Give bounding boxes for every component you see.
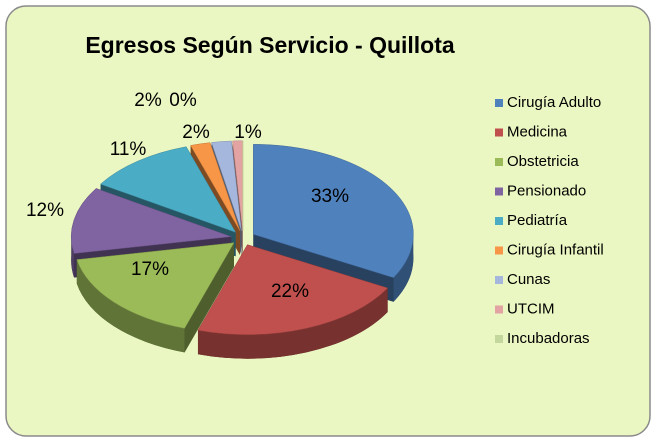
legend-swatch bbox=[495, 99, 503, 107]
legend-label: Cirugía Adulto bbox=[507, 94, 601, 111]
legend-swatch bbox=[495, 128, 503, 137]
data-label: 2% bbox=[182, 122, 210, 143]
data-label: 22% bbox=[271, 281, 309, 302]
slice-side bbox=[197, 288, 388, 359]
legend-swatch bbox=[495, 276, 503, 284]
legend-label: UTCIM bbox=[507, 300, 555, 317]
legend-swatch bbox=[495, 158, 503, 166]
data-label: 2% bbox=[134, 90, 162, 111]
legend-swatch bbox=[495, 187, 503, 196]
legend-label: Pediatría bbox=[507, 212, 568, 229]
slice bbox=[197, 244, 389, 335]
slice-side bbox=[71, 236, 75, 278]
legend-swatch bbox=[495, 217, 503, 225]
legend-label: Medicina bbox=[507, 123, 568, 140]
data-label: 11% bbox=[110, 139, 147, 160]
slice bbox=[211, 140, 242, 231]
pie bbox=[70, 140, 414, 359]
slice-side bbox=[393, 234, 414, 302]
slice bbox=[253, 144, 414, 278]
legend-swatch bbox=[495, 305, 503, 314]
slice-wall bbox=[184, 242, 234, 353]
slice bbox=[190, 142, 241, 232]
legend-label: Cunas bbox=[507, 271, 550, 288]
slice bbox=[100, 146, 237, 233]
legend-label: Pensionado bbox=[507, 182, 586, 199]
data-label: 1% bbox=[234, 122, 262, 143]
slice bbox=[76, 242, 235, 329]
data-label: 0% bbox=[169, 90, 197, 111]
data-label: 12% bbox=[26, 200, 64, 221]
legend-swatch bbox=[495, 246, 503, 255]
slice-side bbox=[76, 259, 185, 353]
slice bbox=[70, 188, 232, 254]
data-label: 17% bbox=[131, 259, 169, 280]
legend-label: Cirugía Infantil bbox=[507, 241, 604, 258]
legend-label: Obstetricia bbox=[507, 153, 579, 170]
legend-swatch bbox=[495, 335, 503, 343]
legend-label: Incubadoras bbox=[507, 330, 590, 347]
data-label: 33% bbox=[311, 186, 349, 207]
chart-title: Egresos Según Servicio - Quillota bbox=[85, 32, 455, 58]
